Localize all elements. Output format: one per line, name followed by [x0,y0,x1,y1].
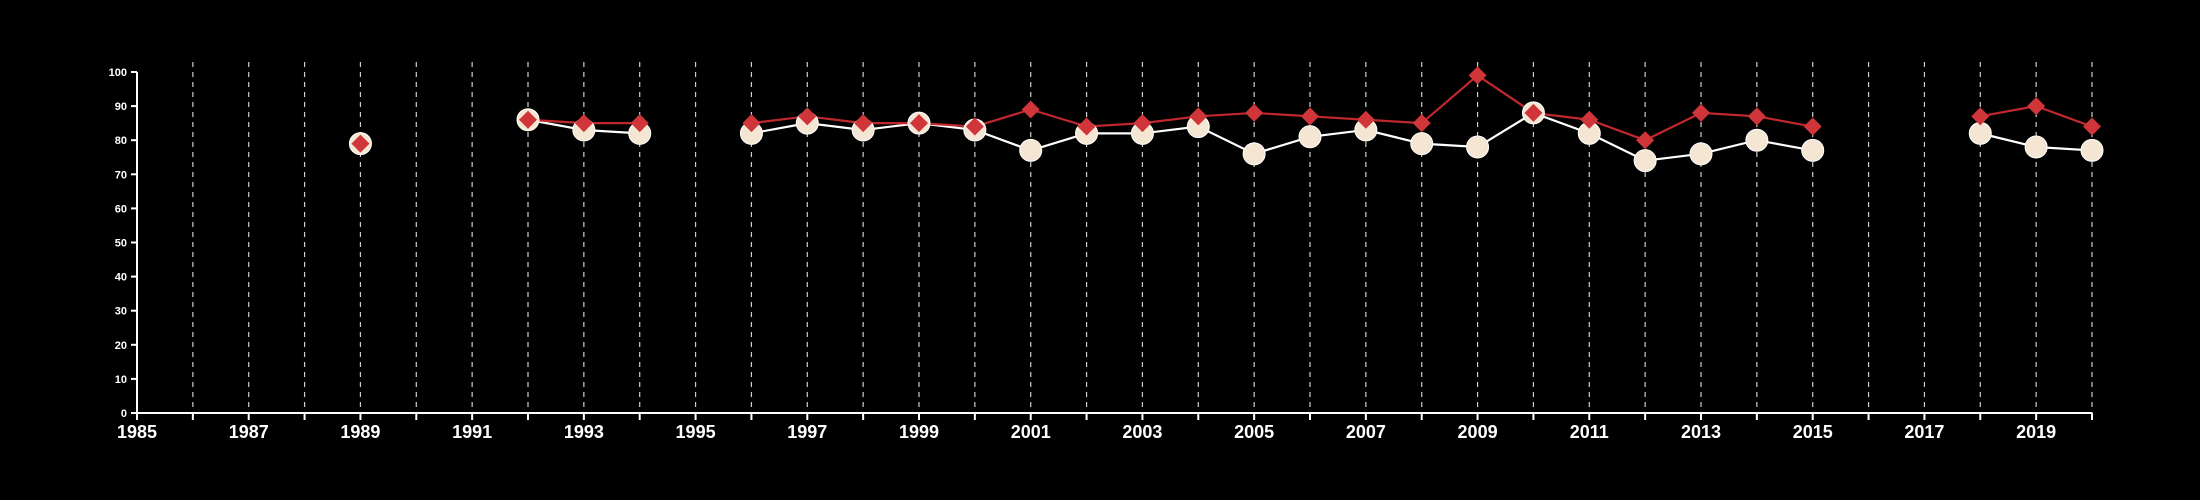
x-axis-ticks: 1985 1987 1989 1991 1993 1995 1997 1999 2001 2003… [117,413,2093,442]
series-1-point-2019 [2027,97,2046,116]
series-1-point-2001 [1021,100,1040,119]
series-1-point-1994 [630,114,649,133]
series-1-point-2014 [1747,107,1766,126]
x-tick-label-1989: 1989 [340,422,380,442]
series-1-point-2005 [1245,103,1264,122]
series-1-point-2000 [965,117,984,136]
series-1-point-1997 [798,107,817,126]
x-tick-label-2017: 2017 [1904,422,1944,442]
series-0-point-2014 [1745,128,1769,152]
series-1-point-2020 [2083,117,2101,136]
series-0-point-2013 [1689,142,1713,166]
x-tick-label-2015: 2015 [1793,422,1833,442]
x-tick-label-1997: 1997 [787,422,827,442]
series-1-point-2006 [1301,107,1319,126]
x-tick-label-2019: 2019 [2016,422,2056,442]
series-0-point-2020 [2080,138,2104,162]
y-tick-label-80: 80 [115,135,127,147]
series-1-point-2008 [1412,114,1431,133]
series-1-point-2002 [1077,117,1096,136]
y-tick-label-50: 50 [115,238,127,250]
series-1-point-2018 [1971,107,1990,126]
series-1-point-2013 [1692,103,1710,122]
x-tick-label-2005: 2005 [1234,422,1274,442]
series-0-point-2008 [1410,132,1434,156]
series-1-point-2011 [1580,110,1599,129]
series-0-point-2006 [1298,125,1322,149]
y-tick-label-60: 60 [115,203,127,215]
x-tick-label-1985: 1985 [117,422,157,442]
y-tick-label-10: 10 [115,374,127,386]
x-tick-label-2007: 2007 [1346,422,1386,442]
x-tick-label-1999: 1999 [899,422,939,442]
series-0-point-2015 [1801,138,1825,162]
y-tick-label-20: 20 [115,340,127,352]
series-0-point-2005 [1242,142,1266,166]
y-tick-label-70: 70 [115,169,127,181]
series-1-point-2010 [1524,103,1543,122]
series-1-point-2012 [1636,131,1655,150]
x-tick-label-2011: 2011 [1570,422,1609,442]
series-1-point-2003 [1133,114,1152,133]
series-0-point-2009 [1466,135,1490,159]
series-1-point-1993 [574,114,593,133]
series-1-point-2007 [1356,110,1375,129]
x-tick-label-1987: 1987 [229,422,269,442]
y-tick-label-0: 0 [121,408,127,420]
y-tick-label-100: 100 [109,67,127,79]
series-0-point-2001 [1019,138,1043,162]
x-tick-label-1993: 1993 [564,422,604,442]
series-0-point-2019 [2024,135,2048,159]
x-tick-label-1995: 1995 [676,422,716,442]
x-tick-label-2013: 2013 [1681,422,1721,442]
series-0-point-2018 [1968,121,1992,145]
series-1-point-1999 [910,114,928,133]
series-0-point-2012 [1633,149,1657,173]
series-1-point-1989 [351,134,370,153]
x-tick-label-2003: 2003 [1122,422,1162,442]
x-tick-label-1991: 1991 [452,422,492,442]
series-1-point-1998 [854,114,873,133]
x-tick-label-2009: 2009 [1458,422,1498,442]
series-1-point-1996 [742,114,761,133]
series-1-point-2009 [1468,66,1487,85]
y-tick-label-40: 40 [115,272,127,284]
vertical-grid [192,62,2093,413]
series-1-point-2004 [1189,107,1208,126]
series-1-point-2015 [1803,117,1822,136]
y-axis-ticks: 0 10 20 30 40 50 60 70 80 90 100 [109,67,137,420]
series-markers [348,66,2104,173]
series-1-point-1992 [519,110,537,129]
y-tick-label-30: 30 [115,306,127,318]
y-tick-label-90: 90 [115,101,127,113]
x-tick-label-2001: 2001 [1011,422,1051,442]
